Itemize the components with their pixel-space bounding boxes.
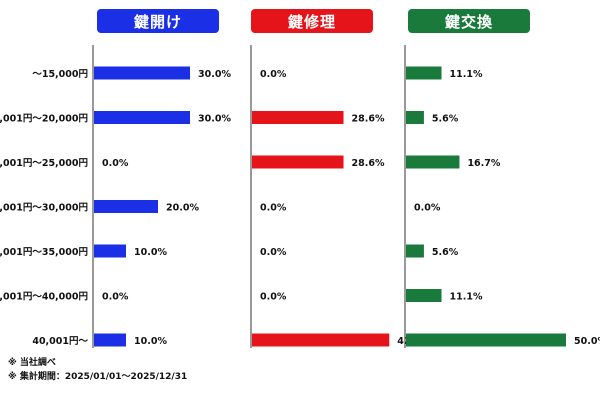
bar [94,244,126,258]
footnote-source: ※ 当社調べ [8,358,56,368]
value-label: 10.0% [134,247,167,258]
category-label: 20,001円～25,000円 [0,158,88,169]
category-label: 35,001円～40,000円 [0,292,88,303]
value-label: 11.1% [450,69,483,80]
value-label: 10.0% [134,336,167,347]
value-label: 0.0% [260,292,287,303]
bar [406,111,424,124]
bar [94,200,158,213]
bar [94,111,190,124]
value-label: 28.6% [352,158,385,169]
bar [94,333,126,347]
bar [252,155,344,169]
bar [406,333,566,347]
value-label: 0.0% [260,69,287,80]
footnotes: ※ 当社調べ ※ 集計期間：2025/01/01～2025/12/31 [8,356,187,384]
category-label: 15,001円～20,000円 [0,114,88,125]
value-label: 28.6% [352,114,385,125]
category-label: 40,001円～ [32,336,88,347]
bar [252,333,390,347]
panel-header-kagishuri: 鍵修理 [251,9,373,33]
category-label: 30,001円～35,000円 [0,247,88,258]
value-label: 16.7% [467,158,500,169]
value-label: 5.6% [432,247,459,258]
value-label: 0.0% [414,203,441,214]
value-label: 5.6% [432,114,459,125]
value-label: 30.0% [198,114,231,125]
bar [252,111,344,124]
bar [406,289,442,302]
bar [406,155,460,169]
bar [406,244,424,258]
footnote-period: ※ 集計期間：2025/01/01～2025/12/31 [8,372,188,382]
value-label: 11.1% [450,292,483,303]
value-label: 20.0% [166,203,199,214]
value-label: 50.0% [574,336,600,347]
panel-header-kagiake: 鍵開け [97,9,219,33]
bar [406,66,442,80]
value-label: 0.0% [102,292,129,303]
value-label: 0.0% [260,247,287,258]
category-label: ～15,000円 [32,69,88,80]
value-label: 0.0% [102,158,129,169]
value-label: 30.0% [198,69,231,80]
category-label: 25,001円～30,000円 [0,203,88,214]
panel-header-kagikoukan: 鍵交換 [408,9,530,33]
value-label: 0.0% [260,203,287,214]
bar [94,66,190,80]
